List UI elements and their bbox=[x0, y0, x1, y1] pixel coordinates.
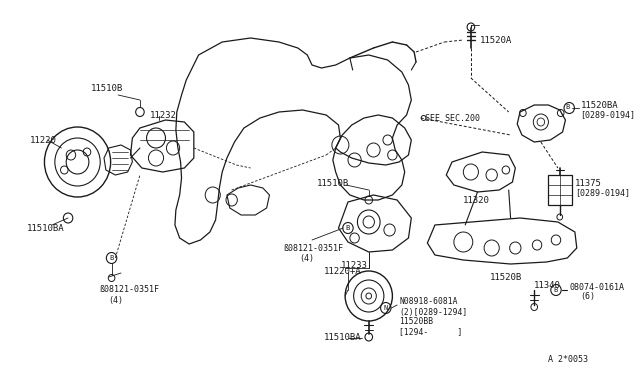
Text: B: B bbox=[346, 225, 350, 231]
Text: 11510BA: 11510BA bbox=[26, 224, 64, 232]
Text: 08074-0161A: 08074-0161A bbox=[569, 282, 624, 292]
Text: B: B bbox=[565, 104, 570, 110]
Text: (4): (4) bbox=[109, 295, 124, 305]
Text: N08918-6081A: N08918-6081A bbox=[399, 298, 458, 307]
Text: 11232: 11232 bbox=[149, 110, 176, 119]
Text: (4): (4) bbox=[299, 253, 314, 263]
Text: 11220: 11220 bbox=[30, 135, 57, 144]
Text: (2)[0289-1294]: (2)[0289-1294] bbox=[399, 308, 467, 317]
Text: 11520BB: 11520BB bbox=[399, 317, 433, 327]
Text: [0289-0194]: [0289-0194] bbox=[575, 189, 630, 198]
Text: 11220+A: 11220+A bbox=[323, 267, 361, 276]
Text: B: B bbox=[109, 255, 114, 261]
Text: 11510BA: 11510BA bbox=[323, 334, 361, 343]
Text: 11520B: 11520B bbox=[490, 273, 522, 282]
Text: 11375: 11375 bbox=[575, 179, 602, 187]
Text: SEE SEC.200: SEE SEC.200 bbox=[426, 113, 481, 122]
Text: 11233: 11233 bbox=[340, 260, 367, 269]
Text: [0289-0194]: [0289-0194] bbox=[580, 110, 636, 119]
Text: 11510B: 11510B bbox=[91, 83, 123, 93]
Text: 11520A: 11520A bbox=[481, 35, 513, 45]
Text: A 2*0053: A 2*0053 bbox=[548, 356, 588, 365]
Text: 11320: 11320 bbox=[463, 196, 490, 205]
Text: 11510B: 11510B bbox=[317, 179, 349, 187]
Text: ß08121-0351F: ß08121-0351F bbox=[284, 244, 344, 253]
Text: N: N bbox=[383, 305, 388, 311]
Text: 11340: 11340 bbox=[534, 280, 561, 289]
Text: (6): (6) bbox=[580, 292, 596, 301]
Text: ß08121-0351F: ß08121-0351F bbox=[99, 285, 159, 295]
Text: [1294-      ]: [1294- ] bbox=[399, 327, 462, 337]
Text: B: B bbox=[554, 287, 558, 293]
Text: 11520BA: 11520BA bbox=[580, 100, 618, 109]
